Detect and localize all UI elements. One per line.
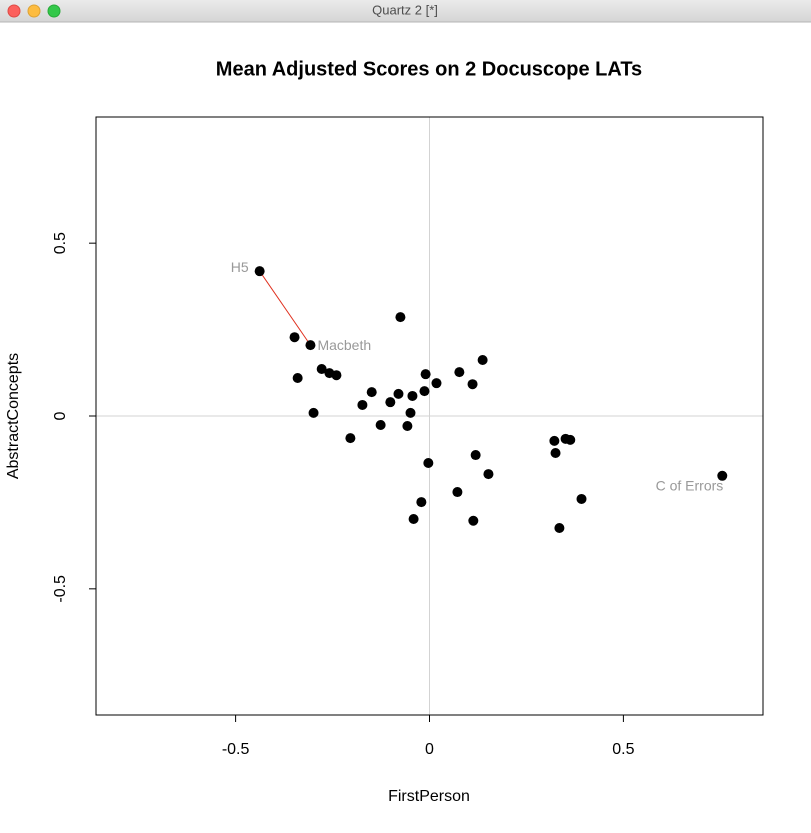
- chart-title: Mean Adjusted Scores on 2 Docuscope LATs: [216, 58, 642, 80]
- minimize-button[interactable]: [27, 4, 41, 18]
- y-tick-label: 0: [52, 411, 69, 420]
- x-tick-label: 0: [425, 741, 434, 758]
- point-label: Macbeth: [317, 337, 371, 353]
- point: [357, 399, 368, 410]
- window-title: Quartz 2 [*]: [372, 2, 438, 17]
- point-label: H5: [231, 259, 249, 275]
- point: [393, 388, 404, 399]
- point: [550, 447, 561, 458]
- point: [316, 363, 327, 374]
- point: [477, 355, 488, 366]
- point: [416, 497, 427, 508]
- point: [468, 515, 479, 526]
- point-label: C of Errors: [656, 478, 724, 494]
- y-axis-label: AbstractConcepts: [5, 353, 22, 479]
- point: [483, 469, 494, 480]
- point: [452, 487, 463, 498]
- point: [254, 266, 265, 277]
- point: [407, 390, 418, 401]
- point: [423, 458, 434, 469]
- y-tick-label: -0.5: [52, 575, 69, 603]
- point: [454, 367, 465, 378]
- point: [431, 378, 442, 389]
- point: [366, 387, 377, 398]
- point: [305, 340, 316, 351]
- point: [331, 370, 342, 381]
- x-tick-label: -0.5: [222, 741, 250, 758]
- point: [395, 312, 406, 323]
- point: [375, 419, 386, 430]
- title-bar: [0, 0, 811, 22]
- point: [470, 450, 481, 461]
- point: [467, 379, 478, 390]
- x-tick-label: 0.5: [612, 741, 634, 758]
- point: [549, 435, 560, 446]
- connector: [259, 270, 311, 346]
- point: [289, 332, 300, 343]
- point: [402, 421, 413, 432]
- point: [308, 407, 319, 418]
- point: [717, 470, 728, 481]
- point: [420, 369, 431, 380]
- zoom-button[interactable]: [47, 4, 61, 18]
- y-tick-label: 0.5: [52, 232, 69, 254]
- point: [405, 407, 416, 418]
- point: [565, 434, 576, 445]
- point: [408, 514, 419, 525]
- point: [292, 372, 303, 383]
- point: [576, 493, 587, 504]
- point: [419, 386, 430, 397]
- point: [385, 397, 396, 408]
- point: [554, 522, 565, 533]
- close-button[interactable]: [7, 4, 21, 18]
- point: [345, 433, 356, 444]
- x-axis-label: FirstPerson: [388, 788, 470, 805]
